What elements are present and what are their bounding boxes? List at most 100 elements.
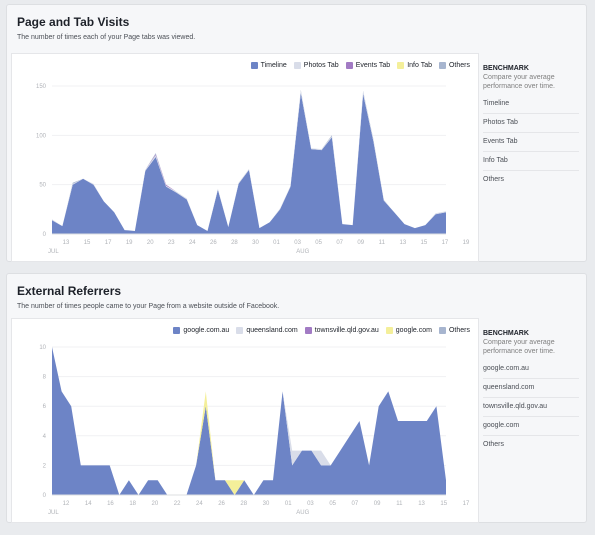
benchmark-item-townsville[interactable]: townsville.qld.gov.au [483, 397, 579, 416]
benchmark-title: BENCHMARK [483, 330, 529, 337]
legend-label: Timeline [260, 62, 287, 69]
legend-label: google.com.au [183, 327, 230, 334]
x-tick-label: 16 [107, 501, 114, 507]
legend-swatch [293, 62, 301, 69]
panel-title: External Referrers [17, 284, 122, 298]
x-tick-label: 13 [418, 501, 425, 507]
legend-swatch [438, 327, 446, 334]
benchmark-list: Timeline Photos Tab Events Tab Info Tab … [483, 95, 579, 189]
x-tick-label: 15 [84, 240, 91, 246]
x-tick-label: 17 [442, 240, 449, 246]
benchmark-list: google.com.au queensland.com townsville.… [483, 360, 579, 454]
y-tick-label: 6 [43, 404, 47, 410]
y-tick-label: 50 [39, 183, 46, 189]
month-label: JUL [48, 510, 59, 516]
x-tick-label: 24 [189, 240, 196, 246]
x-tick-label: 18 [129, 501, 136, 507]
x-tick-label: 26 [210, 240, 217, 246]
series-area-timeline [52, 92, 446, 235]
x-tick-label: 19 [463, 240, 470, 246]
legend-label: Events Tab [355, 62, 391, 69]
x-tick-label: 26 [218, 501, 225, 507]
benchmark-item-others[interactable]: Others [483, 170, 579, 189]
legend-swatch [173, 327, 181, 334]
benchmark-description: Compare your average performance over ti… [483, 74, 555, 90]
x-tick-label: 15 [440, 501, 447, 507]
x-tick-label: 22 [174, 501, 181, 507]
x-tick-label: 11 [379, 240, 386, 246]
panel-header: External Referrers The number of times p… [17, 284, 279, 310]
chart-legend: google.com.au queensland.com townsville.… [173, 327, 470, 334]
x-tick-label: 17 [105, 240, 112, 246]
x-tick-label: 19 [126, 240, 133, 246]
chart-legend: Timeline Photos Tab Events Tab Info Tab … [250, 62, 470, 69]
benchmark-sidebar: BENCHMARK Compare your average performan… [483, 330, 579, 454]
x-tick-label: 15 [421, 240, 428, 246]
y-tick-label: 4 [43, 434, 47, 440]
x-tick-label: 12 [63, 501, 70, 507]
x-tick-label: 13 [399, 240, 406, 246]
panel-header: Page and Tab Visits The number of times … [17, 15, 195, 41]
legend-label: queensland.com [246, 327, 298, 334]
x-tick-label: 28 [240, 501, 247, 507]
legend-item-timeline[interactable]: Timeline [250, 62, 287, 69]
y-tick-label: 8 [43, 375, 47, 381]
legend-swatch [304, 327, 312, 334]
x-tick-label: 30 [263, 501, 270, 507]
x-tick-label: 09 [374, 501, 381, 507]
legend-swatch [345, 62, 353, 69]
x-tick-label: 05 [329, 501, 336, 507]
chart-area: 0 2 4 6 8 10 12 14 16 18 20 22 24 26 28 30 01 03 05 07 09 11 1… [11, 318, 479, 523]
x-tick-label: 11 [396, 501, 403, 507]
page-tab-visits-panel: Page and Tab Visits The number of times … [6, 4, 587, 262]
month-label: JUL [48, 249, 59, 255]
y-tick-label: 100 [36, 133, 47, 139]
legend-item-google-com[interactable]: google.com [385, 327, 432, 334]
benchmark-item-queensland-com[interactable]: queensland.com [483, 378, 579, 397]
x-tick-label: 24 [196, 501, 203, 507]
x-tick-label: 05 [315, 240, 322, 246]
x-tick-label: 20 [147, 240, 154, 246]
benchmark-item-google-com-au[interactable]: google.com.au [483, 365, 529, 372]
legend-item-queensland-com[interactable]: queensland.com [236, 327, 298, 334]
month-label: AUG [296, 510, 309, 516]
panel-subtitle: The number of times people came to your … [17, 303, 280, 310]
y-tick-label: 0 [43, 493, 47, 499]
legend-swatch [385, 327, 393, 334]
legend-item-others[interactable]: Others [438, 62, 470, 69]
x-tick-label: 03 [307, 501, 314, 507]
series-area-google-com-au [52, 347, 446, 495]
legend-label: Others [448, 327, 470, 334]
legend-item-townsville[interactable]: townsville.qld.gov.au [304, 327, 379, 334]
x-tick-label: 28 [231, 240, 238, 246]
x-tick-label: 30 [252, 240, 259, 246]
y-tick-label: 10 [39, 345, 46, 351]
y-tick-label: 0 [43, 232, 47, 238]
benchmark-item-info-tab[interactable]: Info Tab [483, 151, 579, 170]
benchmark-item-events-tab[interactable]: Events Tab [483, 132, 579, 151]
legend-item-info-tab[interactable]: Info Tab [397, 62, 432, 69]
legend-item-others[interactable]: Others [438, 327, 470, 334]
benchmark-item-timeline[interactable]: Timeline [483, 100, 510, 107]
x-tick-label: 07 [336, 240, 343, 246]
legend-item-photos-tab[interactable]: Photos Tab [293, 62, 339, 69]
legend-swatch [236, 327, 244, 334]
benchmark-item-google-com[interactable]: google.com [483, 416, 579, 435]
x-tick-label: 01 [285, 501, 292, 507]
benchmark-item-photos-tab[interactable]: Photos Tab [483, 113, 579, 132]
chart-area: 0 50 100 150 13 15 17 19 20 23 24 26 28 30 01 03 05 07 09 1… [11, 53, 479, 262]
legend-item-google-com-au[interactable]: google.com.au [173, 327, 229, 334]
legend-label: townsville.qld.gov.au [314, 327, 379, 334]
legend-swatch [438, 62, 446, 69]
external-referrers-panel: External Referrers The number of times p… [6, 273, 587, 523]
x-tick-label: 20 [152, 501, 159, 507]
x-tick-label: 13 [63, 240, 70, 246]
legend-label: Photos Tab [303, 62, 339, 69]
x-tick-label: 03 [294, 240, 301, 246]
month-label: AUG [296, 249, 309, 255]
x-tick-label: 14 [85, 501, 92, 507]
legend-label: google.com [395, 327, 432, 334]
legend-item-events-tab[interactable]: Events Tab [345, 62, 391, 69]
benchmark-item-others[interactable]: Others [483, 435, 579, 454]
